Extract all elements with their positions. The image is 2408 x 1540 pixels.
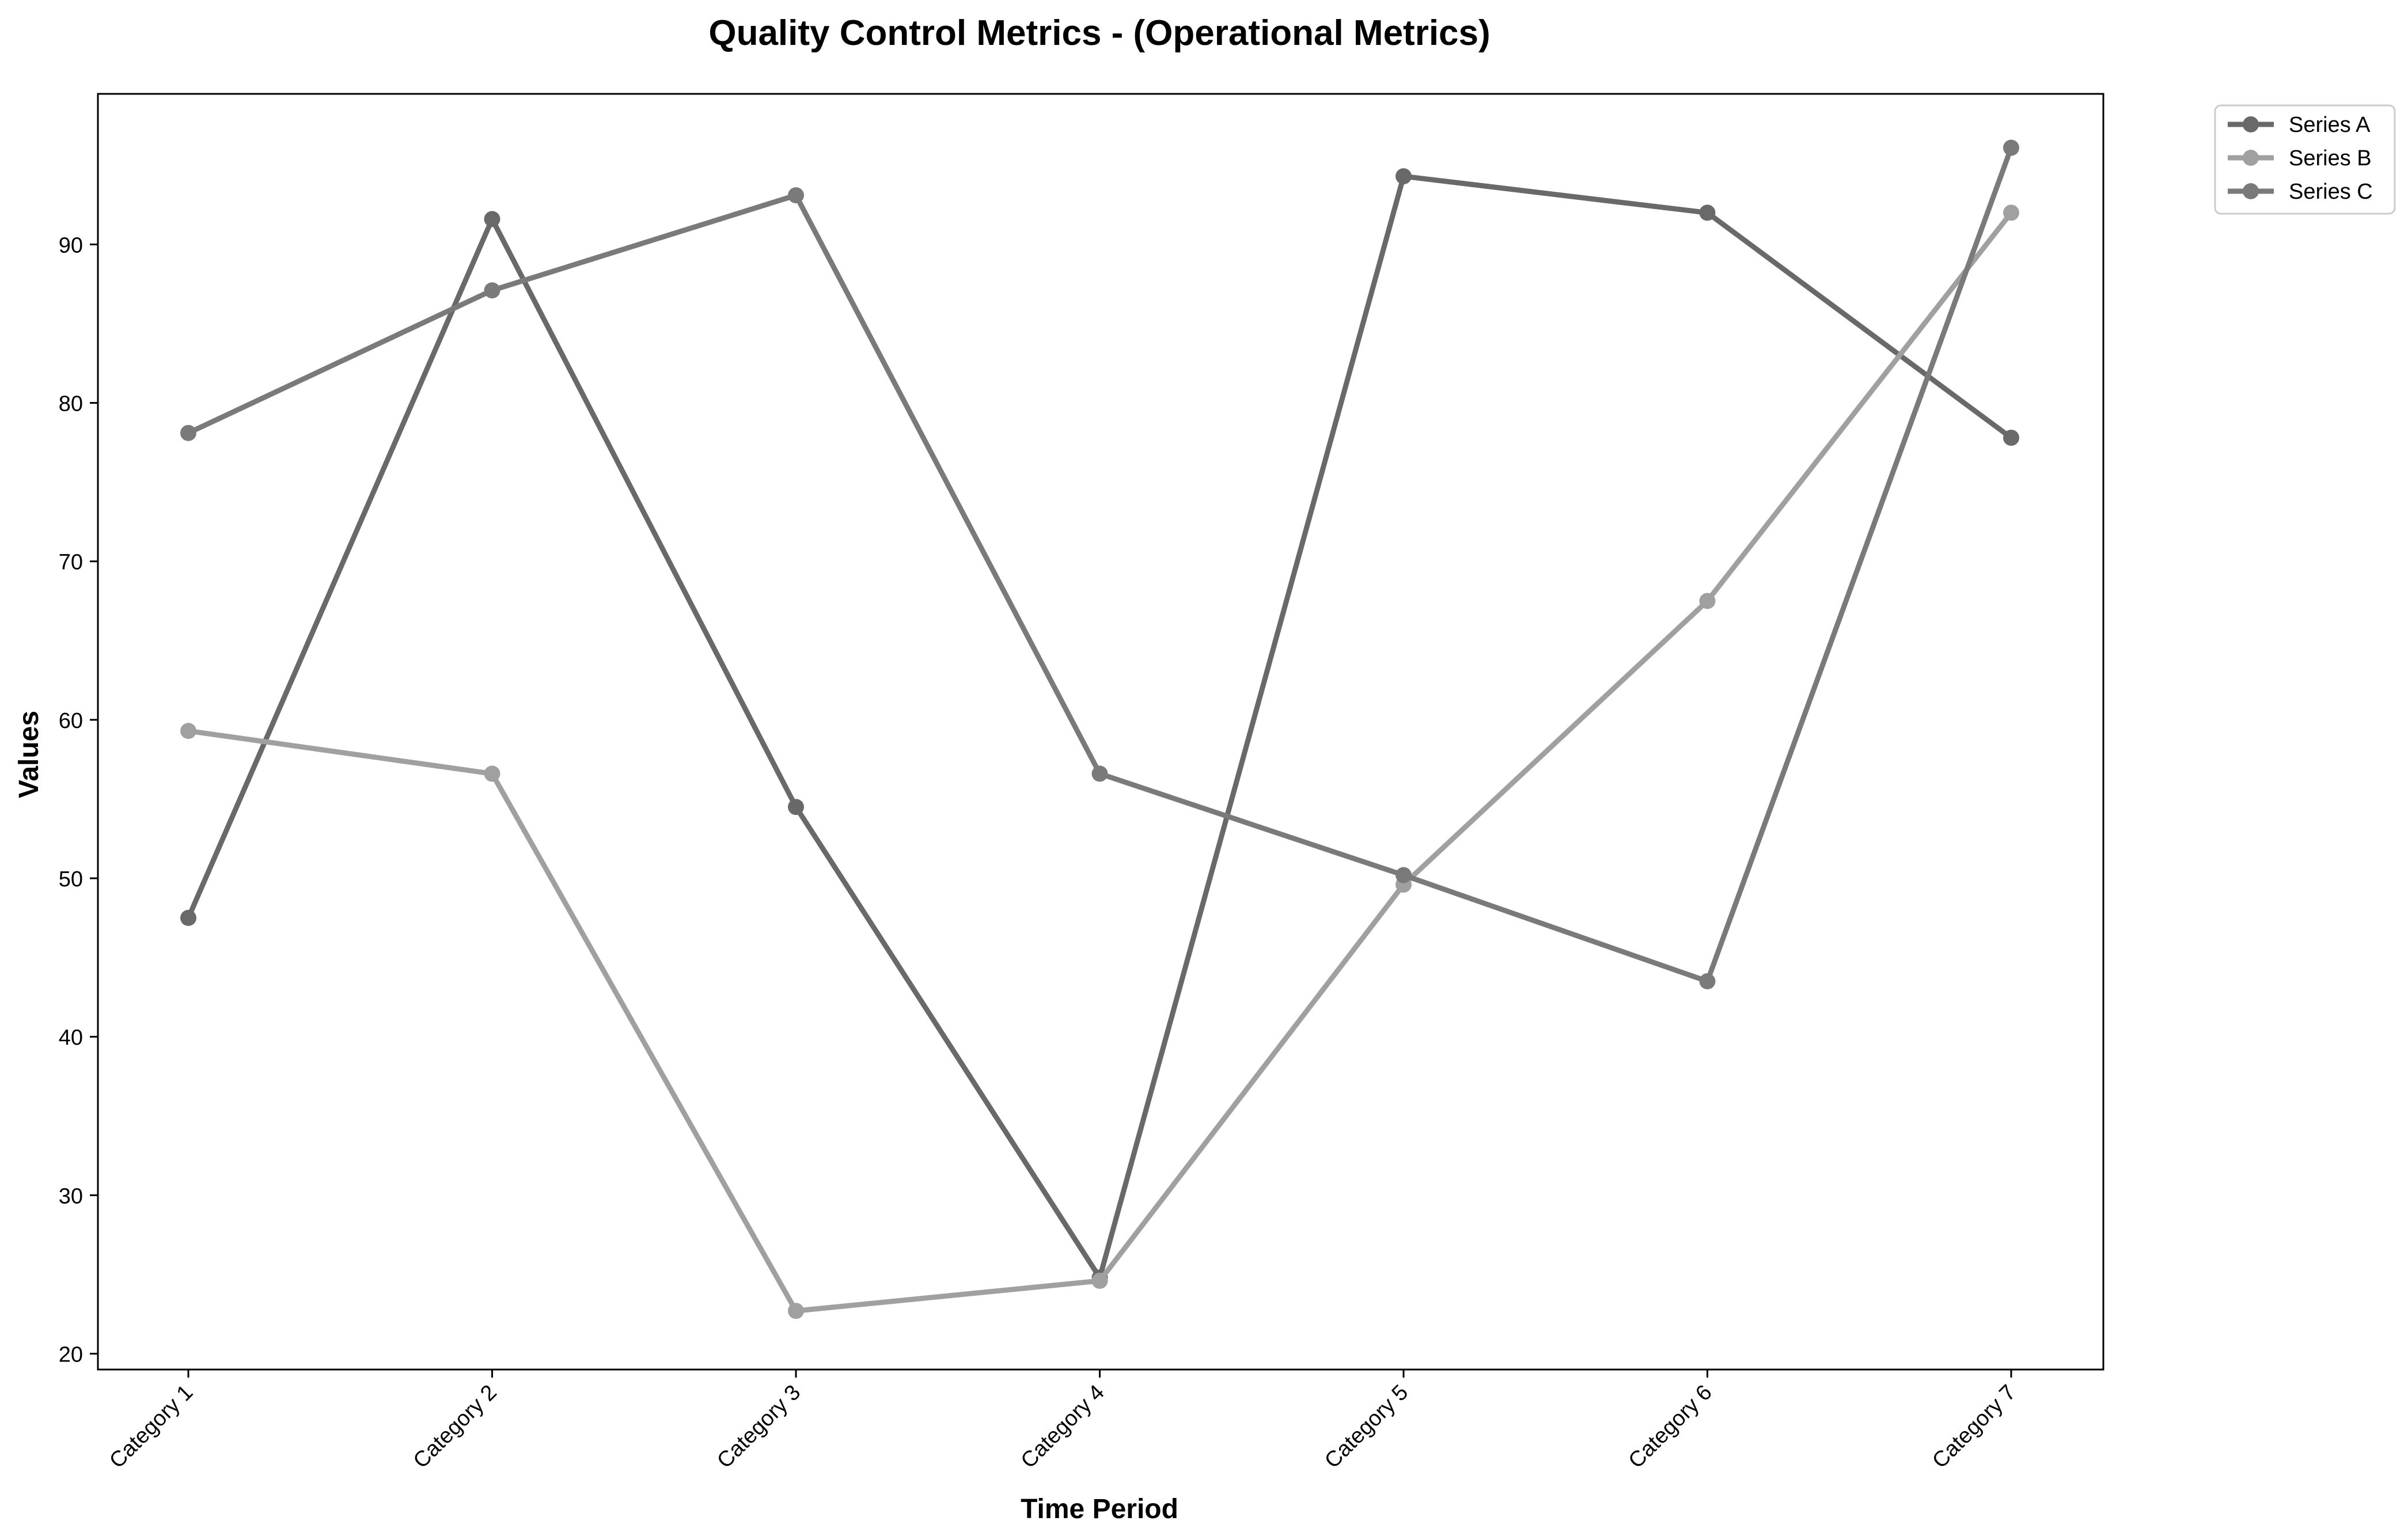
data-point [484,211,500,227]
y-axis-label: Values [14,711,44,798]
data-point [2003,139,2019,156]
legend-item: Series C [2228,180,2373,204]
legend-item: Series B [2228,146,2372,170]
series-3 [180,139,2019,989]
x-tick-label: Category 3 [712,1380,805,1473]
data-point [1699,204,1716,221]
legend-box [2214,104,2396,215]
data-point [180,424,196,441]
series-line [185,210,2014,1314]
data-point [484,282,500,299]
legend-label: Series B [2289,146,2372,170]
data-point [1091,765,1108,782]
x-tick-label: Category 2 [409,1380,502,1473]
x-tick-label: Category 5 [1320,1380,1413,1473]
data-point [180,909,196,926]
data-point [1395,867,1412,883]
x-tick-label: Category 1 [105,1380,198,1473]
legend: Series A Series B Series C [2214,104,2396,215]
data-point [2003,430,2019,446]
data-point [1699,593,1716,609]
legend-marker [2243,183,2259,199]
y-tick-label: 60 [59,709,83,733]
data-point [788,799,804,815]
data-point [2003,204,2019,221]
y-tick-label: 20 [59,1342,83,1367]
data-point [788,187,804,204]
data-point [1699,973,1716,989]
data-point [1395,168,1412,185]
y-tick-label: 50 [59,867,83,892]
plot-area: 20 30 40 50 60 70 80 90 Category 1 Category 2 Cate… [59,93,2104,1473]
chart-title: Quality Control Metrics - (Operational M… [708,13,1490,53]
y-tick-label: 80 [59,392,83,416]
x-axis-label: Time Period [1021,1494,1178,1524]
x-tick-label: Category 7 [1928,1380,2020,1473]
legend-label: Series A [2289,113,2371,137]
x-tick-label: Category 4 [1017,1380,1109,1473]
data-point [788,1303,804,1319]
series-1 [180,168,2019,1286]
data-point [484,765,500,782]
y-tick-label: 40 [59,1026,83,1050]
legend-marker [2243,116,2259,132]
y-tick-label: 90 [59,233,83,257]
series-line [185,173,2014,1280]
y-tick-label: 70 [59,551,83,575]
data-point [1091,1272,1108,1289]
x-tick-label: Category 6 [1624,1380,1717,1473]
legend-item: Series A [2228,113,2371,137]
legend-label: Series C [2289,180,2373,204]
data-point [180,723,196,739]
y-tick-label: 30 [59,1184,83,1208]
series-2 [180,204,2019,1319]
legend-marker [2243,150,2259,166]
